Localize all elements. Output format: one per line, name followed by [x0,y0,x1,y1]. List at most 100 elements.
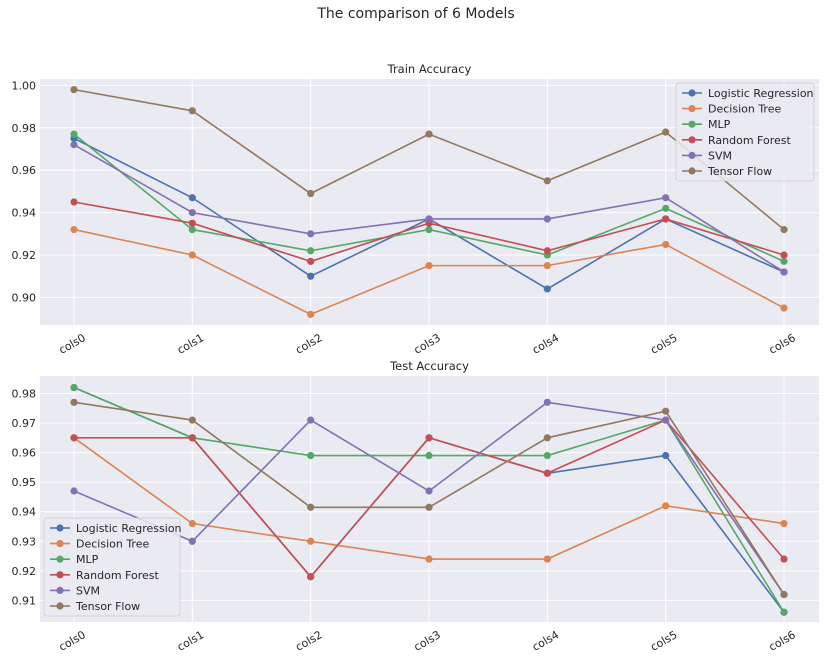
test-point-svm [662,416,670,424]
train-point-logistic-regression [188,194,196,202]
test-chart-title: Test Accuracy [389,359,469,373]
test-point-tensor-flow [307,503,315,511]
train-legend-label-svm: SVM [708,149,732,162]
test-x-tick-label: cols4 [530,628,561,654]
test-accuracy-chart: 0.91 0.92 0.93 0.94 0.95 0.96 0.97 0.98 cols0 col… [12,359,819,654]
test-point-svm [543,398,551,406]
train-legend-marker-tensor-flow [688,167,696,175]
train-point-decision-tree [425,262,433,270]
figure-title: The comparison of 6 Models [316,6,514,22]
test-point-tensor-flow [780,590,788,599]
test-point-tensor-flow [425,503,433,511]
train-y-tick-label: 0.98 [12,122,37,135]
train-legend-label-decision-tree: Decision Tree [708,103,781,116]
test-point-mlp [780,608,788,616]
test-x-tick-label: cols6 [767,628,798,654]
train-point-tensor-flow [188,107,196,115]
test-point-decision-tree [425,555,433,563]
test-point-decision-tree [307,537,315,545]
train-legend-marker-random-forest [688,136,696,144]
train-x-tick-label: cols0 [57,331,88,357]
test-point-decision-tree [662,502,670,510]
train-point-svm [425,215,433,223]
test-x-tick-label: cols1 [175,628,206,654]
test-point-random-forest [188,434,196,442]
train-point-svm [307,230,315,238]
train-point-svm [662,194,670,202]
train-point-tensor-flow [780,225,788,234]
test-x-tick-label: cols5 [648,628,679,654]
train-legend-box [675,82,815,182]
train-x-tick-label: cols6 [767,331,798,357]
train-x-tick-label: cols1 [175,331,206,357]
test-point-mlp [543,451,551,460]
test-legend-marker-decision-tree [56,540,64,548]
test-legend-marker-mlp [56,555,64,563]
train-point-random-forest [188,219,196,227]
test-legend-label-tensor-flow: Tensor Flow [75,600,140,613]
test-legend-label-logistic-regression: Logistic Regression [76,522,182,535]
test-y-tick-label: 0.94 [12,506,37,519]
test-point-mlp [425,451,433,460]
train-point-decision-tree [543,262,551,270]
train-legend: Logistic Regression Decision Tree MLP Rando… [675,82,815,182]
test-point-decision-tree [780,519,788,528]
train-legend-marker-mlp [688,120,696,128]
test-point-mlp [307,451,315,460]
train-point-random-forest [780,251,788,259]
train-x-tick-label: cols4 [530,331,561,357]
train-y-tick-label: 0.96 [12,164,37,177]
train-y-tick-label: 0.94 [12,207,37,220]
train-y-tick-label: 0.90 [12,291,37,304]
test-point-decision-tree [543,555,551,563]
train-point-mlp [662,204,670,212]
test-point-tensor-flow [662,407,670,415]
train-point-decision-tree [188,251,196,259]
test-legend-marker-svm [56,586,64,595]
test-point-random-forest [70,434,78,442]
train-point-logistic-regression [307,272,315,280]
train-legend-label-tensor-flow: Tensor Flow [707,165,772,178]
train-legend-label-mlp: MLP [708,118,731,131]
test-point-decision-tree [188,519,196,528]
test-point-tensor-flow [188,416,196,424]
train-point-tensor-flow [425,130,433,138]
train-point-svm [70,141,78,149]
train-point-logistic-regression [543,285,551,293]
test-legend-marker-random-forest [56,571,64,579]
train-chart-title: Train Accuracy [387,62,472,76]
train-x-tick-label: cols3 [412,331,443,357]
train-point-tensor-flow [543,177,551,185]
test-point-logistic-regression [662,451,670,460]
test-y-tick-label: 0.98 [12,387,37,400]
train-y-tick-label: 0.92 [12,249,37,262]
test-legend-box [43,517,181,617]
train-legend-marker-decision-tree [688,105,696,113]
test-legend-marker-tensor-flow [56,602,64,610]
train-point-mlp [425,225,433,234]
train-point-random-forest [662,215,670,223]
train-accuracy-chart: 0.90 0.92 0.94 0.96 0.98 1.00 cols0 cols1 cols2 c… [12,62,819,357]
train-point-svm [188,209,196,217]
train-legend-label-logistic-regression: Logistic Regression [708,87,814,100]
test-point-svm [70,487,78,495]
test-point-tensor-flow [70,398,78,406]
train-point-decision-tree [780,304,788,312]
test-y-tick-label: 0.95 [12,476,37,489]
train-y-tick-label: 1.00 [12,79,37,92]
test-point-tensor-flow [543,434,551,442]
train-point-tensor-flow [70,86,78,94]
test-x-tick-label: cols2 [293,628,324,654]
train-point-svm [780,268,788,276]
train-point-mlp [307,247,315,255]
test-point-random-forest [307,573,315,581]
test-point-random-forest [780,555,788,563]
test-legend-label-mlp: MLP [76,553,99,566]
test-x-tick-label: cols0 [57,628,88,654]
train-legend-label-random-forest: Random Forest [708,134,791,147]
test-point-svm [425,487,433,495]
test-legend-label-decision-tree: Decision Tree [76,538,149,551]
train-point-tensor-flow [662,128,670,136]
test-legend-label-svm: SVM [76,584,100,597]
